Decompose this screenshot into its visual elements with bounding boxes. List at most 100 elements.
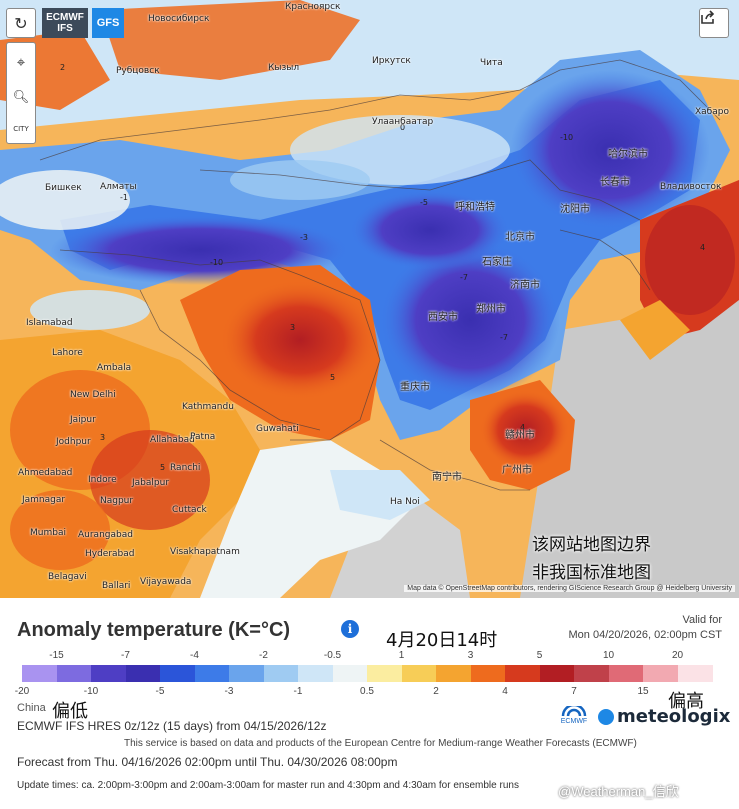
- place-vladivostok: Владивосток: [660, 182, 722, 192]
- ecmwf-ifs-button[interactable]: ECMWF IFS: [42, 8, 88, 38]
- scale-swatch: [194, 665, 230, 682]
- watermark: @Weatherman_信欣: [558, 784, 679, 799]
- scale-swatch: [229, 665, 264, 682]
- scale-tick-bottom: -20: [14, 686, 30, 697]
- svg-text:0: 0: [400, 123, 405, 132]
- place-jamnagar: Jamnagar: [22, 495, 66, 505]
- scale-swatch: [367, 665, 402, 682]
- map-layer: -10 -3 -5 -7 -10 -7 3 5 4 3 5 2 0 4 -1: [0, 0, 739, 598]
- scale-swatch: [91, 665, 126, 682]
- scale-tick-bottom: 15: [637, 686, 649, 697]
- border-note-line1: 该网站地图边界: [532, 535, 651, 555]
- valid-for-value: Mon 04/20/2026, 02:00pm CST: [568, 629, 722, 641]
- svg-text:-7: -7: [460, 273, 468, 282]
- scale-swatch: [574, 665, 609, 682]
- scale-tick-top: -0.5: [323, 650, 342, 661]
- place-chongqing: 重庆市: [400, 382, 430, 393]
- ecmwf-logo: ECMWF: [556, 706, 592, 728]
- ecmwf-label: ECMWF: [46, 12, 84, 23]
- model-run-line: ECMWF IFS HRES 0z/12z (15 days) from 04/…: [17, 719, 327, 733]
- place-xian: 西安市: [428, 312, 458, 323]
- svg-text:3: 3: [100, 433, 105, 442]
- info-icon[interactable]: i: [341, 620, 359, 638]
- place-islamabad: Islamabad: [26, 318, 73, 328]
- svg-text:-3: -3: [300, 233, 308, 242]
- legend-panel: [0, 598, 739, 809]
- map-attribution: Map data © OpenStreetMap contributors, r…: [404, 585, 735, 592]
- meteologix-logo-icon: [598, 708, 614, 725]
- svg-text:-10: -10: [210, 258, 223, 267]
- scale-tick-bottom: -1: [293, 686, 303, 697]
- legend-title: Anomaly temperature (K=°C): [17, 619, 291, 641]
- valid-for-label: Valid for: [682, 614, 722, 626]
- place-patna: Patna: [190, 432, 216, 442]
- place-rubtsovsk: Рубцовск: [116, 66, 160, 76]
- place-guwahati: Guwahati: [256, 424, 299, 434]
- location-pin-icon[interactable]: ⌖: [16, 52, 26, 71]
- scale-tick-bottom: 2: [433, 686, 439, 697]
- svg-text:2: 2: [60, 63, 65, 72]
- place-krasnoyarsk: Красноярск: [285, 2, 341, 12]
- svg-text:5: 5: [330, 373, 335, 382]
- place-changchun: 长春市: [600, 177, 630, 188]
- svg-text:-1: -1: [120, 193, 128, 202]
- scale-swatch: [56, 665, 92, 682]
- city-toggle[interactable]: CITY: [13, 125, 29, 134]
- place-ahmedabad: Ahmedabad: [18, 468, 73, 478]
- place-hohhot: 呼和浩特: [455, 202, 495, 213]
- scale-tick-bottom: 0.5: [360, 686, 374, 697]
- place-ballari: Ballari: [102, 581, 131, 591]
- low-label: 偏低: [52, 701, 88, 722]
- anomaly-temperature-map[interactable]: -10 -3 -5 -7 -10 -7 3 5 4 3 5 2 0 4 -1 Новосибирск…: [0, 0, 739, 598]
- place-nagpur: Nagpur: [100, 496, 134, 506]
- place-almaty: Алматы: [100, 182, 137, 192]
- place-lahore: Lahore: [52, 348, 83, 358]
- scale-swatch: [608, 665, 644, 682]
- place-new-delhi: New Delhi: [70, 390, 116, 400]
- place-belagavi: Belagavi: [48, 572, 87, 582]
- svg-text:4: 4: [520, 423, 525, 432]
- scale-swatch: [539, 665, 575, 682]
- share-icon: [701, 10, 715, 24]
- place-indore: Indore: [88, 475, 117, 485]
- zoom-icon[interactable]: 🔍︎: [12, 90, 30, 106]
- gfs-button[interactable]: GFS: [92, 8, 124, 38]
- place-jinan: 济南市: [510, 280, 540, 291]
- svg-text:3: 3: [290, 323, 295, 332]
- update-times: Update times: ca. 2:00pm-3:00pm and 2:00…: [17, 780, 519, 791]
- scale-tick-top: -15: [49, 650, 64, 661]
- place-nanning: 南宁市: [432, 472, 462, 483]
- ecmwf-logo-mark: [561, 706, 587, 717]
- svg-text:-7: -7: [500, 333, 508, 342]
- scale-tick-top: -7: [121, 650, 130, 661]
- place-irkutsk: Иркутск: [372, 56, 411, 66]
- place-ha-noi: Ha Noi: [390, 497, 420, 507]
- svg-text:-5: -5: [420, 198, 428, 207]
- scale-swatch: [401, 665, 437, 682]
- svg-text:-10: -10: [560, 133, 573, 142]
- place-khabarovsk: Хабаро: [695, 107, 729, 117]
- place-mumbai: Mumbai: [30, 528, 66, 538]
- scale-swatch: [643, 665, 678, 682]
- svg-text:4: 4: [700, 243, 705, 252]
- ifs-label: IFS: [57, 23, 73, 34]
- region-label: China: [17, 702, 46, 714]
- place-zhengzhou: 郑州市: [476, 304, 506, 315]
- scale-swatch: [298, 665, 333, 682]
- scale-swatch: [470, 665, 506, 682]
- place-beijing: 北京市: [505, 232, 535, 243]
- place-liaoyang: 沈阳市: [560, 204, 590, 215]
- scale-tick-top: -4: [190, 650, 199, 661]
- refresh-button[interactable]: ↻: [6, 8, 36, 38]
- share-button[interactable]: [699, 8, 729, 38]
- svg-text:5: 5: [160, 463, 165, 472]
- place-chita: Чита: [480, 58, 503, 68]
- place-ganzhou: 赣州市: [505, 430, 535, 441]
- place-kathmandu: Kathmandu: [182, 402, 234, 412]
- place-bishkek: Бишкек: [45, 183, 82, 193]
- high-label: 偏高: [668, 691, 704, 712]
- scale-swatch: [160, 665, 195, 682]
- scale-swatch: [22, 665, 57, 682]
- scale-tick-bottom: 7: [571, 686, 577, 697]
- place-jabalpur: Jabalpur: [132, 478, 170, 488]
